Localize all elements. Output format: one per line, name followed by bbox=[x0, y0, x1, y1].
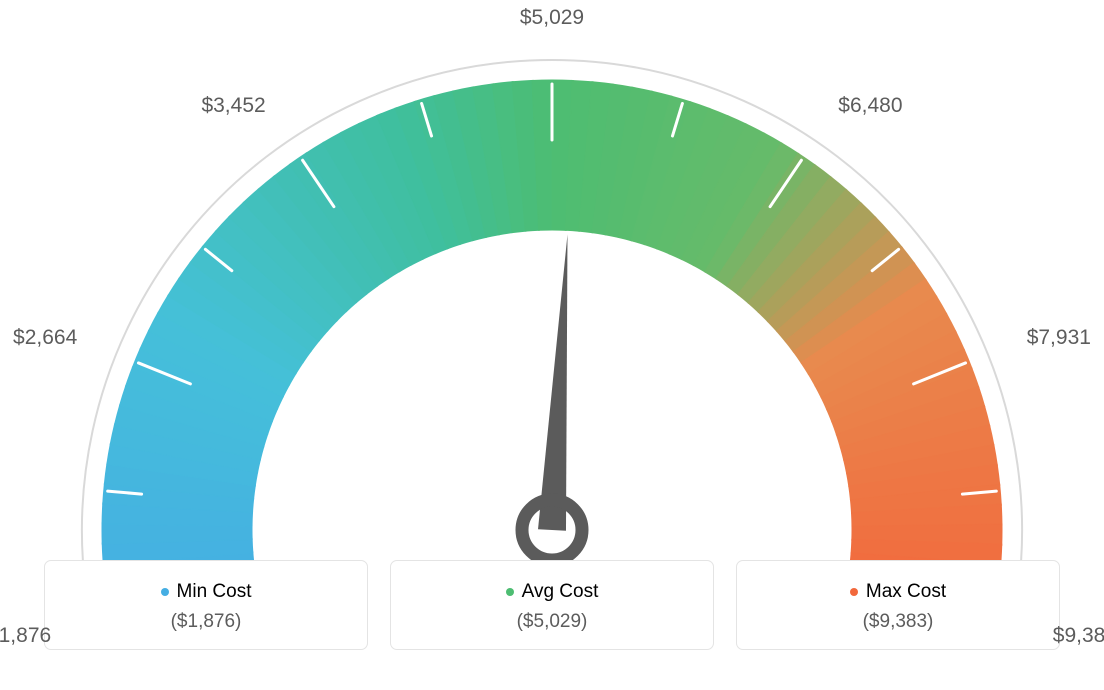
legend-value-avg: ($5,029) bbox=[391, 611, 713, 633]
gauge-tick-label: $3,452 bbox=[201, 94, 265, 118]
gauge-tick-label: $1,876 bbox=[0, 624, 51, 648]
legend-value-min: ($1,876) bbox=[45, 611, 367, 633]
gauge-chart: $1,876$2,664$3,452$5,029$6,480$7,931$9,3… bbox=[0, 0, 1104, 560]
legend-title-text: Min Cost bbox=[177, 581, 252, 603]
gauge-tick-label: $5,029 bbox=[520, 6, 584, 30]
legend-card-max: Max Cost ($9,383) bbox=[736, 560, 1060, 650]
legend-value-max: ($9,383) bbox=[737, 611, 1059, 633]
gauge-tick-label: $6,480 bbox=[838, 94, 902, 118]
gauge-tick-label: $9,383 bbox=[1053, 624, 1104, 648]
gauge-tick-label: $2,664 bbox=[13, 326, 77, 350]
dot-icon bbox=[161, 588, 169, 596]
gauge-needle bbox=[538, 234, 567, 530]
legend-title-avg: Avg Cost bbox=[506, 581, 599, 603]
legend-title-text: Max Cost bbox=[866, 581, 946, 603]
legend-title-min: Min Cost bbox=[161, 581, 252, 603]
legend-title-text: Avg Cost bbox=[522, 581, 599, 603]
dot-icon bbox=[506, 588, 514, 596]
legend-title-max: Max Cost bbox=[850, 581, 946, 603]
legend-card-min: Min Cost ($1,876) bbox=[44, 560, 368, 650]
legend-row: Min Cost ($1,876) Avg Cost ($5,029) Max … bbox=[0, 560, 1104, 650]
gauge-tick-label: $7,931 bbox=[1027, 326, 1091, 350]
dot-icon bbox=[850, 588, 858, 596]
gauge-svg bbox=[0, 0, 1104, 560]
legend-card-avg: Avg Cost ($5,029) bbox=[390, 560, 714, 650]
